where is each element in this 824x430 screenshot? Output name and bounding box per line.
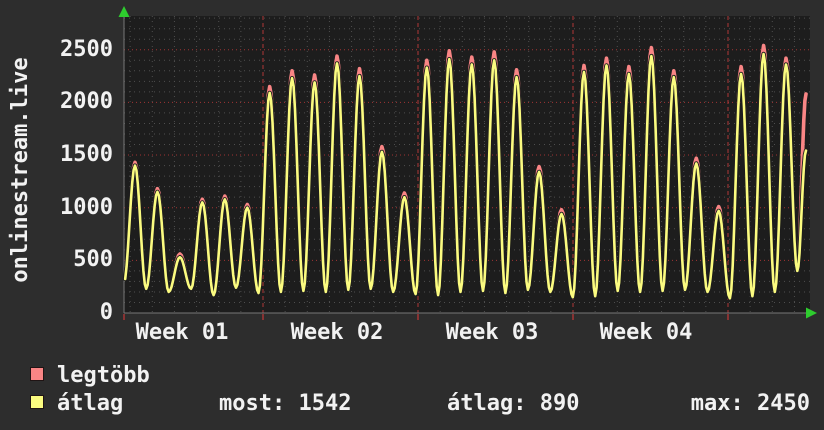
x-axis-tick-label: Week 01 [135,320,229,345]
stat-max-value: max: 2450 [690,391,810,416]
legend-label-avg: átlag [57,391,124,416]
x-axis-tick-label: Week 04 [599,320,693,345]
y-axis-tick-label: 1500 [60,142,113,168]
x-axis-arrow-icon [806,307,817,319]
legend-swatch-avg [30,395,44,409]
stat-current-value: most: 1542 [219,391,352,416]
x-axis-tick-label: Week 03 [445,320,539,345]
y-axis-tick-label: 0 [99,300,113,325]
chart-canvas [118,6,817,320]
y-axis-tick-label: 1000 [60,194,113,220]
series-avg-line [123,52,808,300]
x-axis-tick-label: Week 02 [290,320,384,345]
legend-label-max: legtöbb [57,363,150,388]
y-axis-arrow-icon [118,6,130,17]
y-axis-tick-label: 2000 [60,89,113,115]
legend-swatch-max [30,367,44,381]
y-axis-tick-label: 500 [73,247,113,273]
stat-average-value: átlag: 890 [447,391,580,416]
y-axis-tick-label: 2500 [60,36,113,62]
